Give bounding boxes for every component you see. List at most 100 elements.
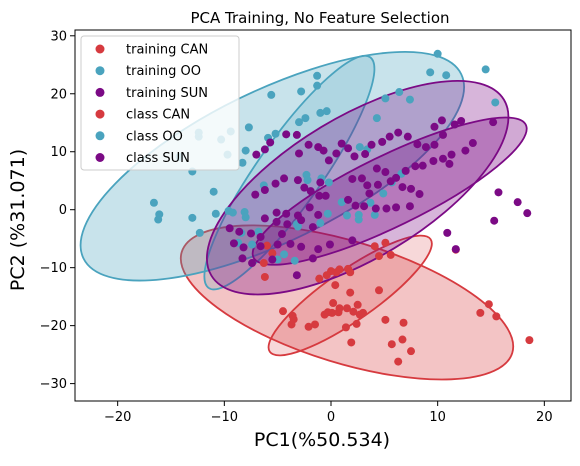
point-training-sun-49	[386, 177, 395, 186]
point-training-sun-1	[235, 227, 244, 236]
point-training-can-42	[268, 249, 277, 258]
point-training-oo-29	[295, 118, 303, 127]
legend-label-training-oo: training OO	[126, 64, 201, 79]
y-tick-label--10: −10	[40, 261, 67, 276]
legend-label-training-sun: training SUN	[126, 86, 208, 101]
point-training-sun-91	[457, 117, 466, 126]
point-training-sun-28	[413, 140, 422, 149]
point-training-sun-78	[248, 259, 257, 268]
point-training-sun-51	[407, 184, 415, 193]
legend-marker-training-can	[95, 44, 105, 54]
point-training-sun-87	[314, 210, 323, 219]
point-training-sun-33	[461, 146, 470, 155]
point-training-sun-50	[398, 183, 407, 192]
point-training-sun-34	[468, 139, 477, 148]
x-tick-label--10: −10	[211, 410, 238, 425]
point-training-oo-65	[290, 256, 299, 265]
point-training-can-12	[349, 307, 358, 316]
point-training-sun-23	[367, 140, 376, 149]
point-training-sun-63	[280, 174, 289, 183]
point-training-sun-39	[411, 162, 420, 171]
point-training-oo-17	[238, 158, 247, 167]
point-training-can-45	[484, 300, 493, 309]
point-training-can-17	[353, 300, 362, 309]
point-training-sun-65	[300, 183, 309, 192]
point-training-sun-22	[361, 150, 370, 159]
point-training-sun-59	[405, 202, 414, 211]
point-training-sun-18	[332, 149, 341, 158]
point-training-sun-41	[429, 157, 438, 166]
point-training-sun-58	[392, 203, 401, 212]
point-training-sun-72	[273, 240, 282, 249]
x-tick-label--20: −20	[104, 410, 131, 425]
point-training-sun-32	[447, 150, 456, 159]
point-training-sun-90	[450, 120, 459, 129]
point-training-can-14	[352, 319, 361, 328]
point-training-sun-97	[523, 209, 532, 218]
point-training-oo-22	[248, 240, 257, 249]
point-training-can-29	[375, 252, 383, 261]
point-training-oo-64	[280, 250, 289, 259]
point-training-sun-61	[260, 185, 269, 194]
point-training-oo-25	[271, 129, 280, 138]
point-training-sun-67	[315, 191, 324, 200]
point-training-can-31	[381, 238, 390, 247]
point-training-sun-16	[319, 146, 328, 155]
point-training-sun-53	[344, 195, 353, 204]
point-training-sun-10	[266, 138, 275, 147]
point-training-can-15	[341, 323, 350, 332]
point-training-oo-48	[370, 210, 379, 219]
point-training-sun-66	[306, 187, 315, 196]
point-training-can-27	[346, 288, 355, 297]
point-training-sun-76	[325, 240, 334, 249]
point-training-sun-98	[490, 216, 499, 225]
point-training-sun-35	[372, 164, 381, 173]
chart-title: PCA Training, No Feature Selection	[190, 9, 449, 27]
point-training-sun-29	[421, 143, 430, 152]
point-training-sun-7	[308, 223, 317, 232]
point-training-sun-3	[256, 232, 265, 241]
point-training-can-8	[328, 308, 337, 317]
point-training-can-38	[322, 271, 331, 280]
point-training-can-10	[335, 304, 344, 313]
x-axis-title: PC1(%50.534)	[254, 429, 390, 451]
point-training-oo-9	[211, 209, 220, 218]
y-axis-title: PC2 (%31.071)	[7, 149, 29, 291]
point-training-oo-42	[293, 222, 302, 231]
point-training-sun-25	[385, 132, 394, 141]
point-training-can-28	[375, 286, 383, 295]
point-training-sun-82	[260, 214, 269, 223]
point-training-sun-74	[297, 242, 306, 251]
point-training-can-36	[335, 265, 344, 274]
point-training-oo-61	[442, 71, 451, 80]
point-training-sun-8	[252, 150, 261, 159]
point-training-can-3	[287, 320, 296, 329]
point-training-sun-73	[286, 239, 295, 248]
point-training-sun-80	[292, 271, 301, 280]
point-training-oo-28	[267, 90, 276, 99]
x-tick-label-0: 0	[327, 410, 335, 425]
legend-marker-class-sun	[95, 153, 105, 162]
point-training-oo-56	[381, 94, 390, 103]
point-training-can-46	[492, 312, 501, 321]
point-training-sun-55	[360, 202, 369, 211]
point-training-sun-12	[292, 130, 301, 139]
point-training-oo-36	[316, 108, 325, 117]
point-training-oo-35	[313, 81, 322, 90]
point-training-oo-55	[372, 114, 381, 123]
point-training-sun-20	[344, 144, 353, 153]
point-training-sun-84	[282, 209, 291, 218]
y-tick-label--20: −20	[40, 319, 67, 334]
legend-box	[80, 35, 240, 171]
point-training-sun-19	[337, 139, 346, 148]
point-training-sun-38	[401, 166, 410, 175]
point-training-sun-68	[321, 191, 330, 200]
point-training-sun-30	[430, 140, 439, 149]
point-training-can-41	[259, 259, 268, 268]
legend-label-training-can: training CAN	[126, 43, 208, 58]
point-training-oo-16	[241, 146, 250, 155]
point-training-sun-88	[430, 122, 439, 131]
point-training-sun-48	[373, 180, 382, 189]
point-training-sun-46	[363, 181, 372, 190]
point-training-oo-39	[324, 178, 333, 187]
